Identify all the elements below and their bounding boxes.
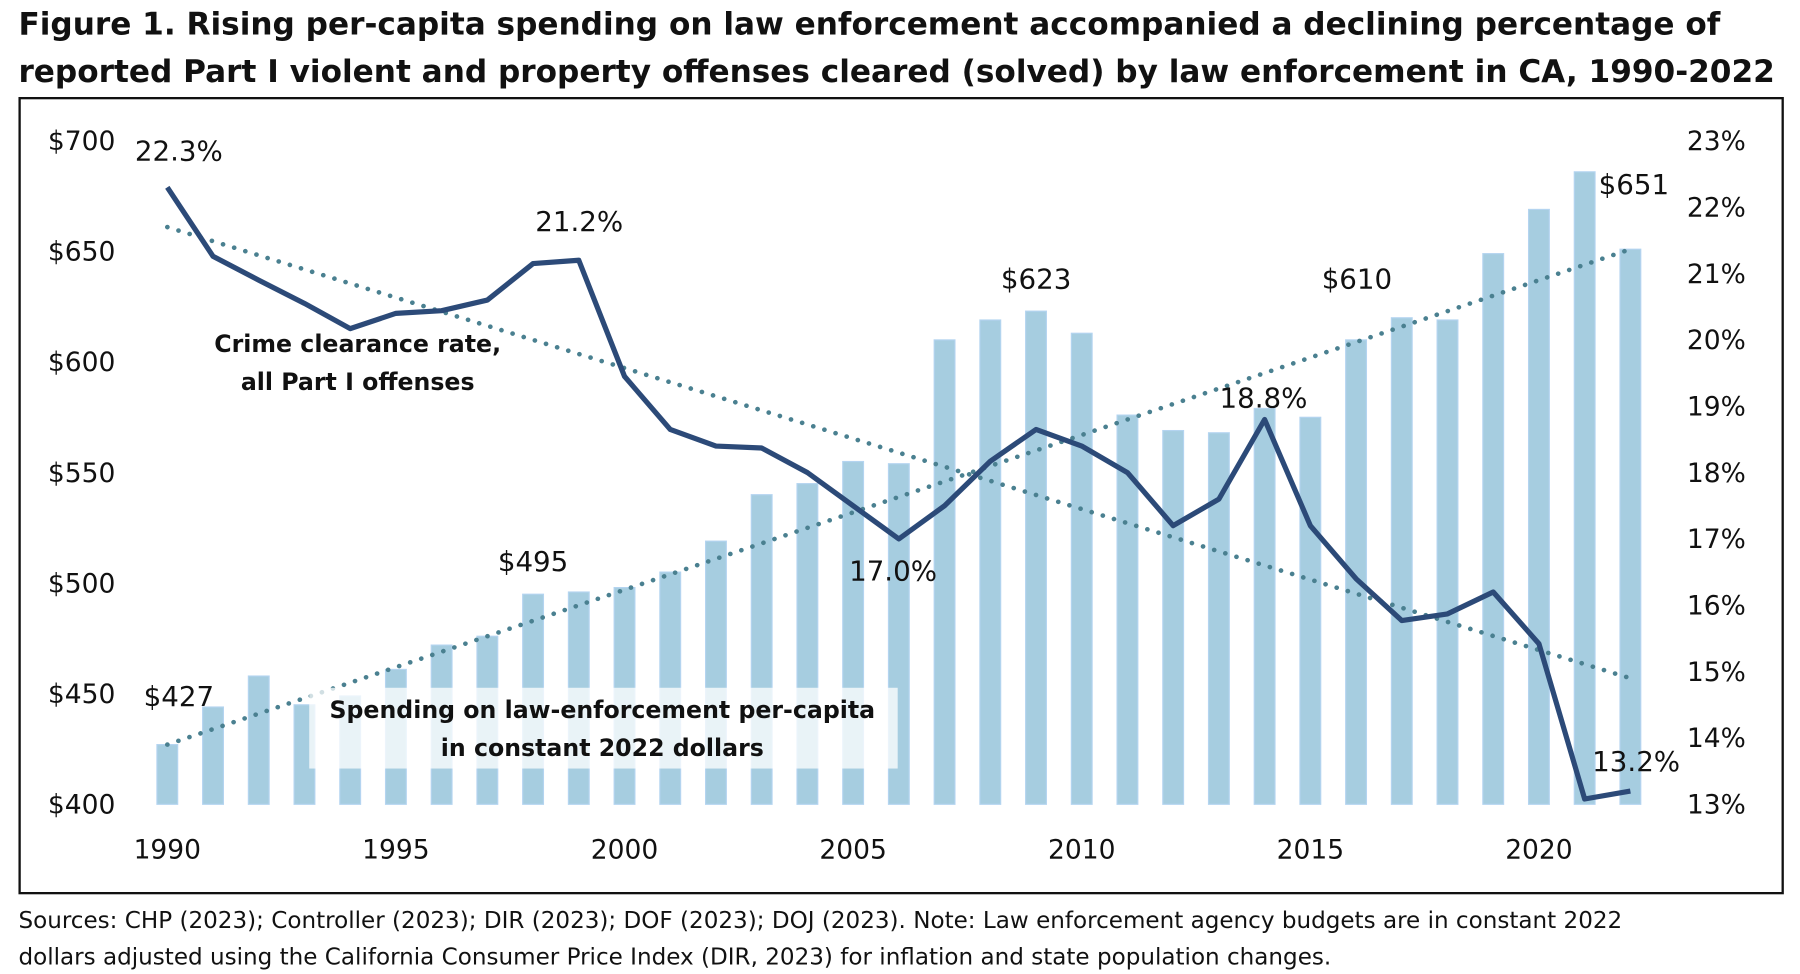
bar-1992 — [247, 675, 270, 805]
y-right-tick: 18% — [1687, 458, 1746, 489]
clearance-annotation-2: all Part I offenses — [241, 368, 475, 396]
bar-2014 — [1253, 407, 1276, 805]
data-label-2016: $610 — [1322, 263, 1392, 296]
bar-2013 — [1207, 432, 1230, 805]
bar-2018 — [1436, 319, 1459, 805]
x-tick: 2005 — [819, 835, 886, 866]
y-right-tick: 17% — [1687, 524, 1746, 555]
annotation-box — [309, 687, 898, 769]
x-tick: 2020 — [1505, 835, 1572, 866]
x-tick: 1995 — [362, 835, 429, 866]
x-tick: 2000 — [591, 835, 658, 866]
bar-2012 — [1162, 429, 1185, 805]
bar-2021 — [1573, 171, 1596, 805]
y-left-tick: $650 — [48, 237, 115, 268]
y-right-tick: 23% — [1687, 126, 1746, 157]
clearance-annotation-1: Crime clearance rate, — [214, 330, 501, 358]
bar-2011 — [1116, 414, 1139, 805]
data-label-1990: $427 — [144, 680, 214, 713]
spending-annotation-1: Spending on law-enforcement per-capita — [329, 696, 875, 724]
spending-annotation-2: in constant 2022 dollars — [441, 734, 764, 762]
title-line-1: Figure 1. Rising per-capita spending on … — [18, 7, 1720, 43]
bar-2016 — [1345, 339, 1368, 805]
data-label-1999: 21.2% — [535, 205, 623, 238]
y-right-tick: 13% — [1687, 790, 1746, 821]
x-tick: 2010 — [1048, 835, 1115, 866]
x-tick: 2015 — [1277, 835, 1344, 866]
bar-2017 — [1390, 317, 1413, 805]
bar-1990 — [156, 744, 179, 805]
bar-2008 — [979, 319, 1002, 805]
y-right-tick: 14% — [1687, 723, 1746, 754]
source-line-2: dollars adjusted using the California Co… — [18, 945, 1331, 971]
title-line-2: reported Part I violent and property off… — [18, 54, 1774, 90]
y-right-tick: 16% — [1687, 591, 1746, 622]
bar-2010 — [1070, 332, 1093, 805]
y-left-tick: $700 — [48, 126, 115, 157]
data-label-1990: 22.3% — [135, 134, 223, 167]
y-right-tick: 15% — [1687, 657, 1746, 688]
y-left-tick: $550 — [48, 458, 115, 489]
y-right-tick: 22% — [1687, 192, 1746, 223]
clearance-trendline — [164, 224, 1633, 681]
bar-2007 — [933, 339, 956, 805]
y-left-tick: $400 — [48, 790, 115, 821]
data-label-2022: $651 — [1599, 168, 1669, 201]
y-left-tick: $450 — [48, 679, 115, 710]
y-right-tick: 20% — [1687, 325, 1746, 356]
bar-1991 — [202, 706, 224, 805]
source-line-1: Sources: CHP (2023); Controller (2023); … — [18, 908, 1622, 934]
data-label-2006: 17.0% — [849, 554, 937, 587]
data-label-2022: 13.2% — [1592, 745, 1680, 778]
x-tick: 1990 — [134, 835, 201, 866]
data-label-1998: $495 — [498, 545, 568, 578]
y-left-tick: $500 — [48, 568, 115, 599]
data-label-2009: $623 — [1001, 263, 1071, 296]
y-right-tick: 19% — [1687, 391, 1746, 422]
bar-2020 — [1527, 208, 1550, 805]
chart-frame — [18, 97, 1784, 895]
bar-2019 — [1482, 253, 1505, 805]
spending-trendline — [164, 246, 1633, 747]
y-right-tick: 21% — [1687, 259, 1746, 290]
bar-2015 — [1299, 416, 1322, 805]
y-left-tick: $600 — [48, 347, 115, 378]
data-label-2014: 18.8% — [1219, 381, 1307, 414]
bar-2009 — [1025, 310, 1047, 805]
bar-2022 — [1619, 248, 1642, 805]
